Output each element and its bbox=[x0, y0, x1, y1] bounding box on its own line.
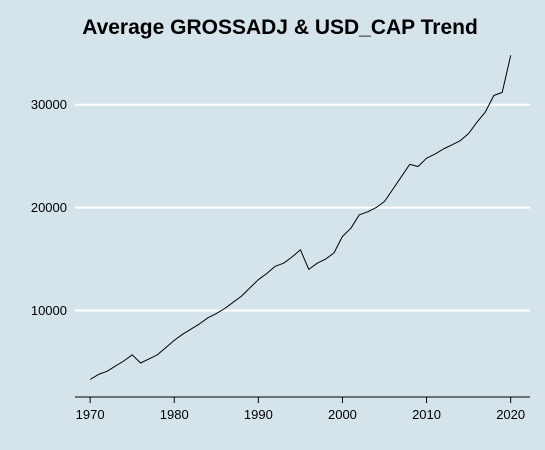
y-tick-labels: 10000 20000 30000 bbox=[31, 97, 67, 318]
axes bbox=[75, 396, 530, 403]
y-tick-label: 30000 bbox=[31, 97, 67, 112]
x-tick-label: 2020 bbox=[496, 407, 525, 422]
series-line bbox=[89, 55, 512, 380]
x-tick-label: 1970 bbox=[76, 407, 105, 422]
x-tick-labels: 1970 1980 1990 2000 2010 2020 bbox=[76, 407, 525, 422]
series-group bbox=[89, 55, 512, 380]
gridlines bbox=[75, 103, 530, 312]
chart-title: Average GROSSADJ & USD_CAP Trend bbox=[82, 16, 478, 39]
y-tick-label: 10000 bbox=[31, 303, 67, 318]
x-tick-label: 2000 bbox=[328, 407, 357, 422]
x-tick-label: 2010 bbox=[412, 407, 441, 422]
y-tick-label: 20000 bbox=[31, 200, 67, 215]
x-tick-label: 1980 bbox=[160, 407, 189, 422]
x-tick-label: 1990 bbox=[244, 407, 273, 422]
